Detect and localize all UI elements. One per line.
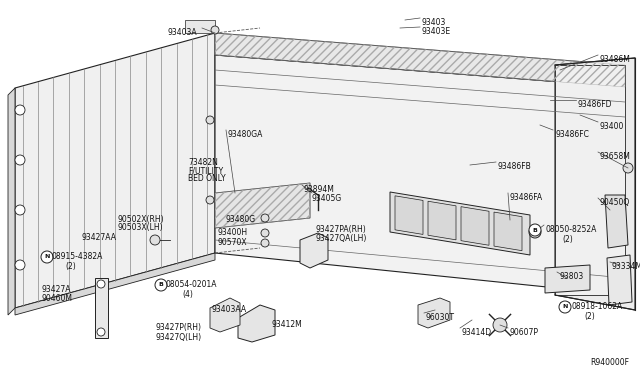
Circle shape [15,105,25,115]
Polygon shape [607,255,632,305]
Polygon shape [461,207,489,245]
Circle shape [529,226,541,238]
Text: 93403AA: 93403AA [212,305,247,314]
Polygon shape [15,253,215,315]
Text: BED ONLY: BED ONLY [188,174,226,183]
Text: 93427QA(LH): 93427QA(LH) [316,234,367,243]
Polygon shape [555,58,635,310]
Polygon shape [300,233,328,268]
Polygon shape [555,65,625,295]
Text: R940000F: R940000F [590,358,629,367]
Polygon shape [418,298,450,328]
Circle shape [15,260,25,270]
Polygon shape [15,33,215,308]
Text: 90503X(LH): 90503X(LH) [118,223,164,232]
Text: 93405G: 93405G [311,194,341,203]
Text: 93400H: 93400H [218,228,248,237]
Text: 93334M: 93334M [612,262,640,271]
Text: 08918-1062A: 08918-1062A [571,302,622,311]
Text: 90570X: 90570X [218,238,248,247]
Text: 93427PA(RH): 93427PA(RH) [316,225,367,234]
Text: 93486FB: 93486FB [498,162,532,171]
Text: 93400: 93400 [600,122,625,131]
Polygon shape [545,265,590,293]
Circle shape [97,328,105,336]
Text: 93486FC: 93486FC [555,130,589,139]
Circle shape [529,224,541,236]
Text: 90450Q: 90450Q [600,198,630,207]
Circle shape [211,26,219,34]
Circle shape [155,279,167,291]
Text: 93486FA: 93486FA [510,193,543,202]
Text: 93427A: 93427A [42,285,72,294]
Text: B: B [159,282,163,288]
Circle shape [261,239,269,247]
Text: 96030T: 96030T [426,313,455,322]
Text: 93403A: 93403A [168,28,198,37]
Polygon shape [215,33,625,87]
Text: 90460M: 90460M [42,294,73,303]
Text: 93480GA: 93480GA [228,130,264,139]
Polygon shape [185,20,215,33]
Text: B: B [532,228,538,232]
Text: 93480G: 93480G [226,215,256,224]
Text: 73482N: 73482N [188,158,218,167]
Text: 93486FD: 93486FD [578,100,612,109]
Polygon shape [210,298,240,332]
Polygon shape [215,55,625,295]
Polygon shape [215,183,310,228]
Text: 93403: 93403 [422,18,446,27]
Text: 90502X(RH): 90502X(RH) [118,215,164,224]
Text: 93427Q(LH): 93427Q(LH) [155,333,201,342]
Circle shape [41,251,53,263]
Text: 93894M: 93894M [304,185,335,194]
Text: 08915-4382A: 08915-4382A [52,252,104,261]
Polygon shape [605,195,628,248]
Text: 93803: 93803 [559,272,583,281]
Text: (2): (2) [584,312,595,321]
Polygon shape [428,201,456,240]
Text: 90607P: 90607P [510,328,539,337]
Polygon shape [395,196,423,234]
Text: N: N [44,254,50,260]
Circle shape [97,280,105,288]
Text: 93486M: 93486M [600,55,631,64]
Text: (2): (2) [562,235,573,244]
Circle shape [15,155,25,165]
Circle shape [261,214,269,222]
Text: (2): (2) [65,262,76,271]
Circle shape [261,229,269,237]
Text: 93658M: 93658M [600,152,631,161]
Circle shape [559,301,571,313]
Polygon shape [95,278,108,338]
Polygon shape [390,192,530,255]
Text: 93427AA: 93427AA [82,233,117,242]
Text: (4): (4) [182,290,193,299]
Text: 93412M: 93412M [272,320,303,329]
Text: N: N [563,305,568,310]
Circle shape [623,163,633,173]
Text: 08050-8252A: 08050-8252A [546,225,597,234]
Polygon shape [238,305,275,342]
Circle shape [206,196,214,204]
Text: 93403E: 93403E [422,27,451,36]
Polygon shape [8,88,15,315]
Text: F/UTILITY: F/UTILITY [188,166,223,175]
Text: 08054-0201A: 08054-0201A [166,280,218,289]
Text: 93414D: 93414D [462,328,492,337]
Circle shape [493,318,507,332]
Circle shape [206,116,214,124]
Circle shape [15,205,25,215]
Polygon shape [494,212,522,251]
Text: 93427P(RH): 93427P(RH) [155,323,201,332]
Circle shape [150,235,160,245]
